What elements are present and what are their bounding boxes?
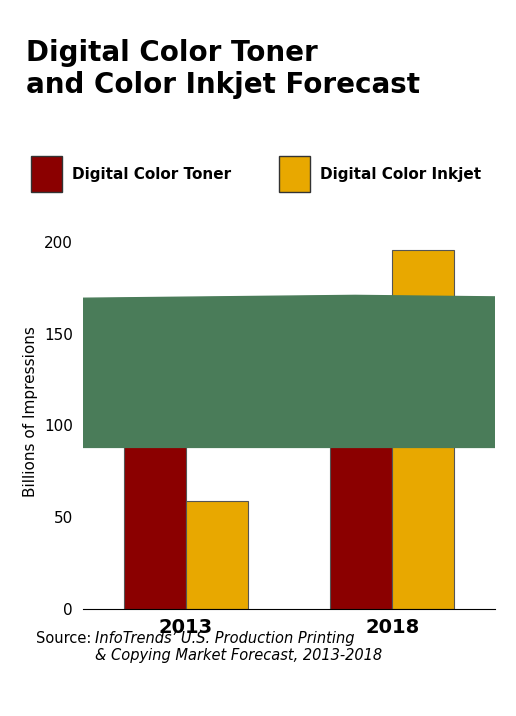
Bar [186, 500, 248, 609]
Y-axis label: Billions of Impressions: Billions of Impressions [23, 326, 38, 497]
Bar [279, 156, 310, 191]
Text: Digital Color Toner: Digital Color Toner [72, 167, 231, 182]
FancyArrow shape [0, 296, 516, 448]
Text: Digital Color Toner
and Color Inkjet Forecast: Digital Color Toner and Color Inkjet For… [26, 39, 420, 99]
Bar [392, 250, 454, 609]
Text: Source:: Source: [36, 631, 96, 646]
Text: Digital Color Inkjet: Digital Color Inkjet [320, 167, 481, 182]
Bar [124, 424, 186, 609]
Text: InfoTrends’ U.S. Production Printing
& Copying Market Forecast, 2013-2018: InfoTrends’ U.S. Production Printing & C… [95, 631, 382, 663]
Bar [31, 156, 62, 191]
Bar [330, 382, 392, 609]
